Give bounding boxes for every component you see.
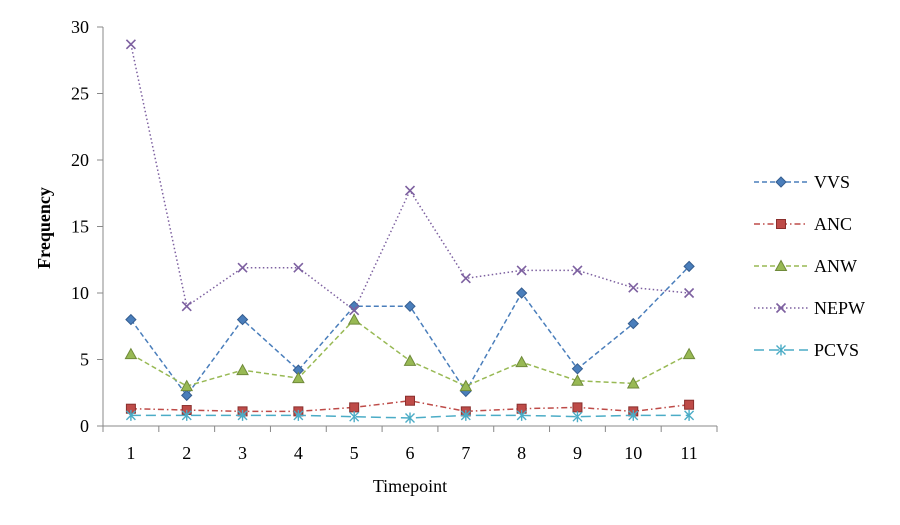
data-point-pcvs xyxy=(460,409,471,421)
data-point-anw xyxy=(236,363,249,376)
data-point-vvs xyxy=(515,287,528,299)
y-tick-label: 25 xyxy=(71,84,89,104)
legend-label-pcvs: PCVS xyxy=(814,340,859,360)
data-point-anc xyxy=(684,399,695,410)
data-point-anw xyxy=(292,371,305,384)
y-tick-label: 30 xyxy=(71,17,89,37)
legend-item-anw: ANW xyxy=(754,256,857,276)
data-point-anw xyxy=(403,354,417,366)
x-tick-label: 7 xyxy=(461,443,470,463)
data-point-nepw xyxy=(684,287,695,299)
x-tick-label: 1 xyxy=(126,443,135,463)
legend: VVS ANC ANW NEPW PCVS xyxy=(754,172,865,360)
series-nepw xyxy=(125,39,695,316)
series-line-nepw xyxy=(130,44,690,312)
data-point-nepw xyxy=(293,262,304,273)
data-point-anw xyxy=(124,347,138,360)
legend-marker-nepw xyxy=(775,302,787,314)
x-tick-label: 4 xyxy=(294,443,303,463)
data-point-anc xyxy=(405,395,415,406)
x-tick-label: 3 xyxy=(238,443,247,463)
y-tick-label: 0 xyxy=(80,416,89,436)
data-point-pcvs xyxy=(181,409,192,421)
data-point-nepw xyxy=(516,265,527,276)
legend-marker-vvs xyxy=(775,176,787,188)
data-point-anc xyxy=(572,402,583,413)
data-point-vvs xyxy=(571,363,584,375)
series-anw xyxy=(124,313,696,392)
legend-marker-anc xyxy=(776,219,786,229)
data-point-nepw xyxy=(572,265,583,276)
series-pcvs xyxy=(125,409,695,424)
x-axis-ticks: 1 2 3 4 5 6 7 8 9 10 11 xyxy=(102,426,718,463)
data-point-vvs xyxy=(236,313,249,326)
data-point-nepw xyxy=(349,305,360,316)
data-point-pcvs xyxy=(684,409,695,421)
data-point-pcvs xyxy=(237,409,248,421)
legend-label-anw: ANW xyxy=(814,256,857,276)
data-point-nepw xyxy=(404,185,416,196)
data-point-pcvs xyxy=(125,409,136,421)
data-point-nepw xyxy=(125,39,136,50)
data-point-anw xyxy=(515,355,528,368)
data-point-vvs xyxy=(125,313,137,326)
legend-item-pcvs: PCVS xyxy=(754,340,859,360)
y-tick-label: 10 xyxy=(71,283,89,303)
x-tick-label: 10 xyxy=(624,443,642,463)
x-tick-label: 6 xyxy=(406,443,415,463)
data-point-nepw xyxy=(628,282,639,293)
data-point-vvs xyxy=(627,317,639,330)
legend-item-vvs: VVS xyxy=(754,172,850,192)
data-point-anw xyxy=(180,379,194,392)
x-axis-title: Timepoint xyxy=(373,476,447,496)
legend-label-anc: ANC xyxy=(814,214,852,234)
x-tick-label: 2 xyxy=(182,443,191,463)
legend-label-nepw: NEPW xyxy=(814,298,865,318)
data-point-nepw xyxy=(181,301,192,312)
y-axis-title: Frequency xyxy=(34,187,54,269)
data-point-anw xyxy=(347,313,361,325)
data-point-nepw xyxy=(237,262,248,273)
x-tick-label: 5 xyxy=(350,443,359,463)
data-point-anw xyxy=(459,379,473,392)
data-point-pcvs xyxy=(628,409,639,421)
legend-label-vvs: VVS xyxy=(814,172,850,192)
data-point-anw xyxy=(571,374,584,386)
data-point-pcvs xyxy=(293,409,304,421)
x-tick-label: 11 xyxy=(680,443,697,463)
legend-marker-pcvs xyxy=(776,344,786,356)
legend-marker-anw xyxy=(774,259,788,271)
data-point-anw xyxy=(682,347,696,360)
x-tick-label: 9 xyxy=(573,443,582,463)
data-point-vvs xyxy=(683,260,695,273)
y-axis-ticks: 0 5 10 15 20 25 30 xyxy=(71,17,103,436)
data-point-anc xyxy=(349,402,360,413)
legend-item-nepw: NEPW xyxy=(754,298,865,318)
data-point-vvs xyxy=(404,300,416,313)
data-point-anw xyxy=(626,376,640,389)
series-line-vvs xyxy=(130,265,690,397)
data-point-pcvs xyxy=(405,412,415,424)
data-point-pcvs xyxy=(516,409,527,421)
y-tick-label: 20 xyxy=(71,150,89,170)
data-point-vvs xyxy=(181,389,193,402)
data-point-pcvs xyxy=(349,411,360,423)
x-tick-label: 8 xyxy=(517,443,526,463)
y-tick-label: 15 xyxy=(71,217,89,237)
plot-area xyxy=(124,39,696,424)
data-point-pcvs xyxy=(572,411,583,423)
data-point-nepw xyxy=(460,273,471,284)
series-line-anw xyxy=(130,318,690,387)
y-tick-label: 5 xyxy=(80,350,89,370)
legend-item-anc: ANC xyxy=(754,214,852,234)
